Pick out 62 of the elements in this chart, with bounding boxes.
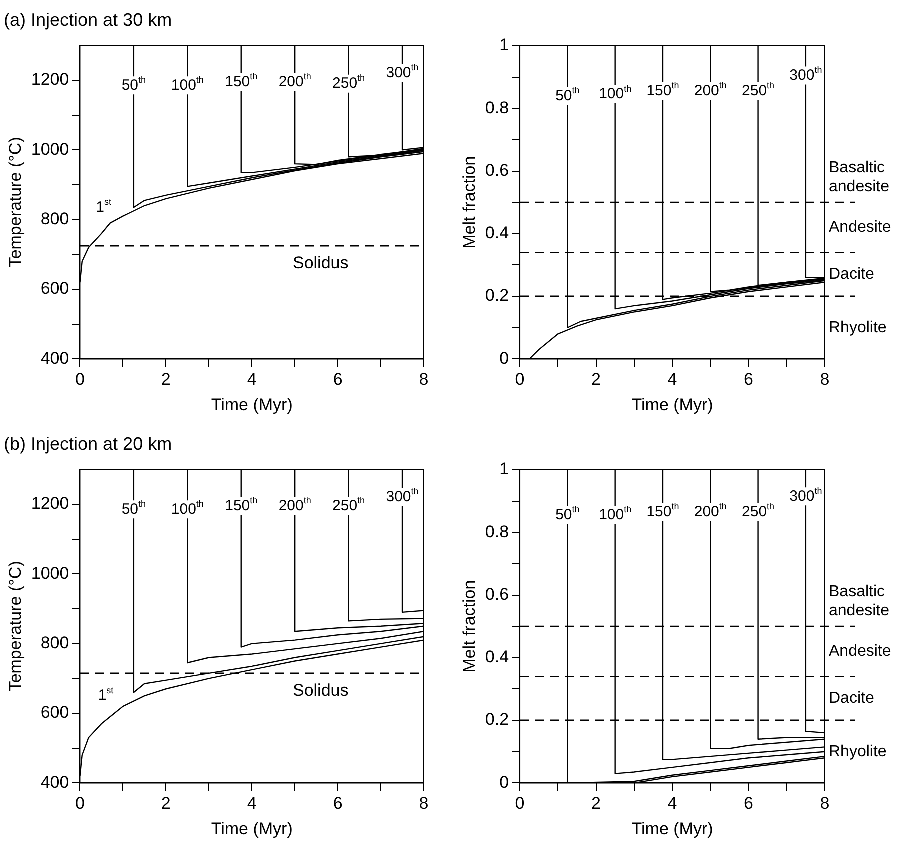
y-tick-label: 400 bbox=[40, 772, 70, 792]
chart-title: (b) Injection at 20 km bbox=[4, 434, 172, 454]
x-tick-label: 4 bbox=[668, 370, 678, 390]
ref-line-label: Dacite bbox=[829, 690, 874, 708]
x-tick-label: 6 bbox=[333, 370, 343, 390]
y-tick-label: 0 bbox=[500, 348, 510, 368]
ref-line-label: Solidus bbox=[292, 681, 349, 700]
x-tick-label: 6 bbox=[333, 794, 343, 814]
x-tick-label: 4 bbox=[668, 794, 678, 814]
y-tick-label: 600 bbox=[40, 703, 70, 722]
x-tick-label: 8 bbox=[820, 370, 830, 390]
chart-title: (a) Injection at 30 km bbox=[4, 10, 172, 30]
ref-line-label: Dacite bbox=[829, 266, 874, 284]
x-tick-label: 4 bbox=[247, 370, 257, 390]
x-tick-label: 8 bbox=[820, 794, 830, 814]
y-tick-label: 600 bbox=[40, 279, 70, 298]
ref-line-label: Andesite bbox=[829, 643, 892, 660]
y-tick-label: 1000 bbox=[31, 140, 70, 159]
y-tick-label: 800 bbox=[40, 210, 70, 229]
y-tick-label: 0.8 bbox=[485, 522, 510, 542]
x-tick-label: 2 bbox=[592, 370, 602, 390]
y-tick-label: 0.6 bbox=[485, 584, 510, 604]
x-tick-label: 8 bbox=[419, 370, 429, 390]
y-tick-label: 1000 bbox=[31, 564, 70, 583]
ref-line-label: Basaltic andesite bbox=[829, 159, 890, 196]
text: Rhyolite bbox=[829, 319, 887, 336]
x-axis-title: Time (Myr) bbox=[632, 395, 714, 414]
y-tick-label: 1 bbox=[500, 460, 510, 479]
y-tick-label: 0.2 bbox=[485, 286, 510, 306]
ref-line-label: Basaltic andesite bbox=[829, 583, 890, 620]
y-tick-label: 0.2 bbox=[485, 710, 510, 730]
y-tick-label: 0.4 bbox=[485, 224, 510, 243]
x-axis-title: Time (Myr) bbox=[632, 819, 714, 838]
y-axis-title: Melt fraction bbox=[460, 156, 479, 249]
y-tick-label: 1200 bbox=[31, 70, 70, 90]
ref-line-label: Solidus bbox=[292, 254, 349, 273]
y-tick-label: 0.4 bbox=[485, 648, 510, 667]
x-tick-label: 0 bbox=[515, 794, 525, 814]
y-axis-title: Melt fraction bbox=[460, 580, 479, 673]
x-tick-label: 4 bbox=[247, 794, 257, 814]
x-tick-label: 6 bbox=[744, 794, 754, 814]
text: Rhyolite bbox=[829, 743, 887, 760]
y-tick-label: 1 bbox=[500, 36, 510, 55]
x-tick-label: 6 bbox=[744, 370, 754, 390]
x-tick-label: 0 bbox=[75, 794, 85, 814]
x-tick-label: 8 bbox=[419, 794, 429, 814]
y-tick-label: 0 bbox=[500, 772, 510, 792]
x-tick-label: 2 bbox=[592, 794, 602, 814]
x-tick-label: 2 bbox=[161, 370, 171, 390]
y-tick-label: 400 bbox=[40, 348, 70, 368]
x-tick-label: 0 bbox=[75, 370, 85, 390]
y-tick-label: 0.6 bbox=[485, 160, 510, 180]
y-axis-title: Temperature (°C) bbox=[6, 137, 25, 268]
x-tick-label: 2 bbox=[161, 794, 171, 814]
y-tick-label: 1200 bbox=[31, 494, 70, 514]
y-axis-title: Temperature (°C) bbox=[6, 561, 25, 692]
ref-line-label: Andesite bbox=[829, 219, 892, 236]
x-axis-title: Time (Myr) bbox=[211, 395, 293, 414]
x-axis-title: Time (Myr) bbox=[211, 819, 293, 838]
y-tick-label: 800 bbox=[40, 634, 70, 653]
y-tick-label: 0.8 bbox=[485, 98, 510, 118]
x-tick-label: 0 bbox=[515, 370, 525, 390]
